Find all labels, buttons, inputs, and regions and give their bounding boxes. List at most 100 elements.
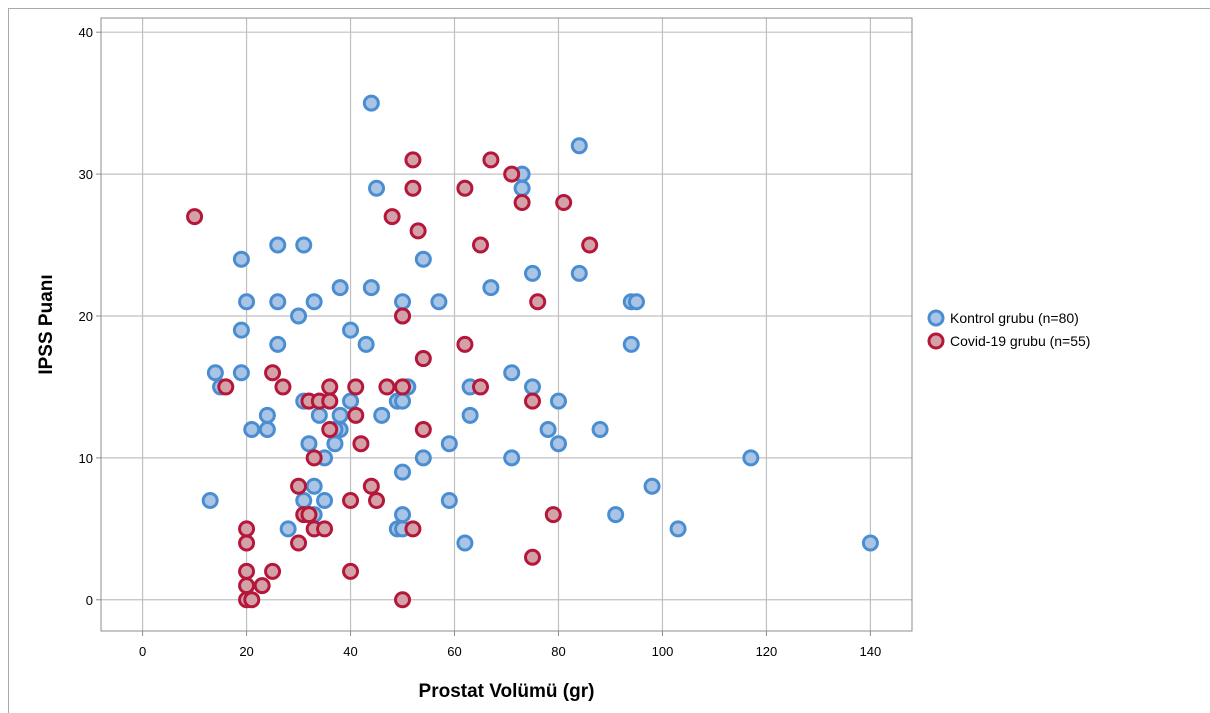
data-point — [326, 435, 344, 453]
x-tick-label: 0 — [139, 644, 146, 659]
data-point — [232, 364, 250, 382]
y-tick-label: 30 — [79, 167, 93, 182]
x-tick-label: 120 — [756, 644, 778, 659]
data-point — [591, 421, 609, 439]
data-point — [238, 577, 256, 595]
data-point — [394, 463, 412, 481]
data-point — [373, 406, 391, 424]
figure-frame-left — [8, 8, 9, 713]
data-point — [643, 477, 661, 495]
data-point — [404, 151, 422, 169]
data-point — [331, 279, 349, 297]
data-point — [362, 94, 380, 112]
data-point — [238, 534, 256, 552]
data-point — [523, 264, 541, 282]
data-point — [295, 491, 313, 509]
data-point — [362, 279, 380, 297]
data-point — [352, 435, 370, 453]
data-point — [394, 307, 412, 325]
legend: Kontrol grubu (n=80) Covid-19 grubu (n=5… — [927, 309, 1090, 350]
data-point — [404, 520, 422, 538]
data-point — [264, 562, 282, 580]
x-axis-ticks: 0 20 40 60 80 100 120 140 — [139, 631, 881, 659]
data-point — [357, 335, 375, 353]
data-point — [310, 406, 328, 424]
data-point — [321, 392, 339, 410]
data-point — [269, 293, 287, 311]
data-point — [347, 406, 365, 424]
data-point — [523, 392, 541, 410]
y-tick-label: 20 — [79, 309, 93, 324]
data-point — [295, 236, 313, 254]
data-point — [503, 449, 521, 467]
data-point — [378, 378, 396, 396]
y-axis-ticks: 0 10 20 30 40 — [79, 25, 101, 608]
data-point — [440, 435, 458, 453]
data-point — [394, 591, 412, 609]
data-point — [570, 137, 588, 155]
data-point — [555, 193, 573, 211]
data-point — [321, 421, 339, 439]
data-point — [186, 208, 204, 226]
data-point — [861, 534, 879, 552]
data-point — [513, 193, 531, 211]
legend-label-kontrol: Kontrol grubu (n=80) — [950, 310, 1079, 326]
data-point — [243, 591, 261, 609]
x-tick-label: 20 — [239, 644, 253, 659]
data-point — [201, 491, 219, 509]
data-point — [342, 491, 360, 509]
data-point — [206, 364, 224, 382]
data-point — [368, 491, 386, 509]
data-point — [404, 179, 422, 197]
data-point — [529, 293, 547, 311]
data-point — [669, 520, 687, 538]
data-point — [269, 335, 287, 353]
data-point — [622, 335, 640, 353]
data-point — [290, 307, 308, 325]
data-point — [342, 321, 360, 339]
data-point — [362, 477, 380, 495]
data-point — [414, 350, 432, 368]
x-tick-label: 100 — [652, 644, 674, 659]
data-point — [269, 236, 287, 254]
data-point — [368, 179, 386, 197]
data-point — [513, 179, 531, 197]
data-point — [383, 208, 401, 226]
data-point — [232, 250, 250, 268]
data-point — [274, 378, 292, 396]
data-point — [456, 534, 474, 552]
data-point — [607, 506, 625, 524]
data-point — [279, 520, 297, 538]
data-point — [394, 506, 412, 524]
figure-frame-top — [8, 8, 1210, 9]
y-tick-label: 0 — [86, 593, 93, 608]
data-point — [264, 364, 282, 382]
data-point — [414, 449, 432, 467]
data-point — [243, 421, 261, 439]
data-point — [544, 506, 562, 524]
data-point — [305, 477, 323, 495]
data-point — [549, 435, 567, 453]
grid-lines — [101, 18, 912, 631]
y-tick-label: 40 — [79, 25, 93, 40]
data-point — [238, 293, 256, 311]
data-point — [627, 293, 645, 311]
data-point — [461, 406, 479, 424]
data-point — [316, 491, 334, 509]
data-point — [253, 577, 271, 595]
data-point — [238, 562, 256, 580]
data-point — [394, 392, 412, 410]
data-point — [409, 222, 427, 240]
y-axis-title: IPSS Puanı — [36, 274, 57, 374]
data-point — [581, 236, 599, 254]
data-point — [290, 534, 308, 552]
data-point — [321, 378, 339, 396]
data-point — [238, 520, 256, 538]
x-tick-label: 140 — [860, 644, 882, 659]
data-point — [503, 165, 521, 183]
data-point — [456, 335, 474, 353]
x-tick-label: 80 — [551, 644, 565, 659]
data-point — [570, 264, 588, 282]
data-point — [503, 364, 521, 382]
